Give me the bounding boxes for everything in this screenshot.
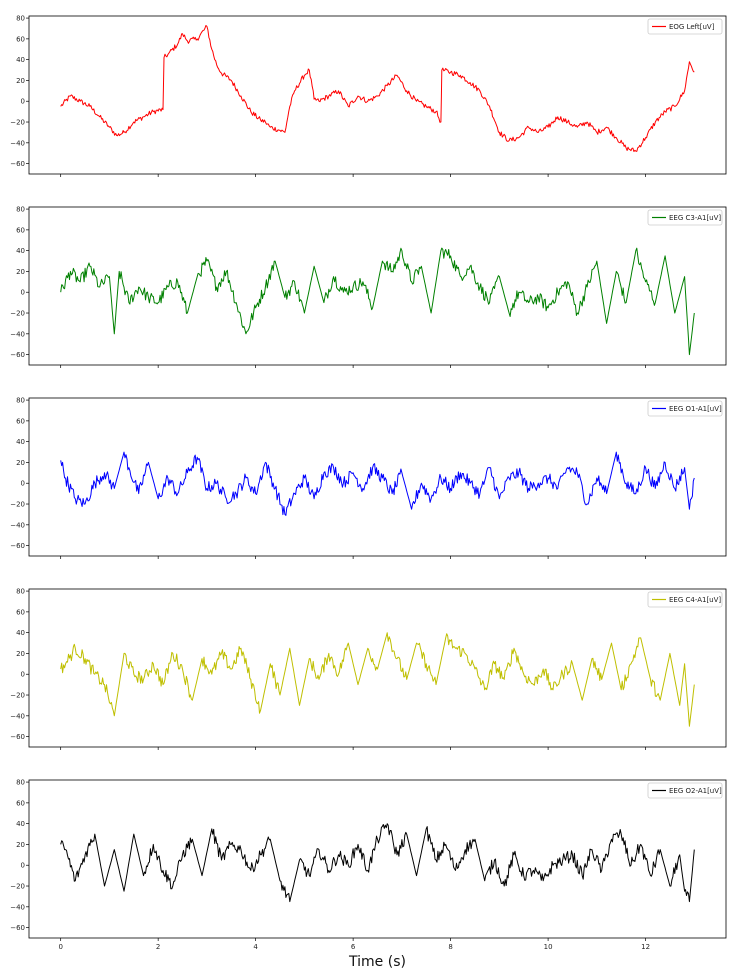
series-line — [60, 247, 695, 356]
panel-2: −60 −40 −20 0 20 40 60 80 EEG C3-A1[uV] — [10, 206, 727, 368]
legend-box — [647, 18, 723, 35]
series-line — [60, 451, 695, 516]
y-tick-label: 40 — [16, 438, 25, 446]
panel-frame — [28, 397, 727, 557]
series-line — [60, 823, 695, 903]
legend-label: EEG O2-A1[uV] — [669, 787, 722, 795]
y-tick-label: −60 — [10, 351, 25, 359]
x-tick-label: 0 — [58, 943, 62, 951]
y-tick-label: 80 — [16, 397, 25, 405]
y-tick-label: 60 — [16, 226, 25, 234]
x-tick-label: 6 — [351, 943, 356, 951]
y-tick-label: 60 — [16, 35, 25, 43]
legend-box — [647, 209, 723, 226]
panel-4: −60 −40 −20 0 20 40 60 80 EEG C4-A1[uV] — [10, 588, 727, 750]
legend-label: EEG C4-A1[uV] — [669, 596, 721, 604]
y-tick-label: 60 — [16, 799, 25, 807]
panel-frame — [28, 779, 727, 939]
y-tick-label: −40 — [10, 330, 25, 338]
panel-1: −60 −40 −20 0 20 40 60 80 EOG Left[uV] — [10, 15, 727, 177]
x-tick-label: 12 — [641, 943, 650, 951]
x-tick-label: 4 — [253, 943, 258, 951]
series-line — [60, 25, 695, 152]
legend-box — [647, 400, 723, 417]
y-tick-label: −40 — [10, 903, 25, 911]
y-tick-label: −60 — [10, 542, 25, 550]
y-tick-label: 80 — [16, 15, 25, 23]
legend-box — [647, 782, 723, 799]
y-tick-label: 60 — [16, 417, 25, 425]
y-tick-label: −20 — [10, 119, 25, 127]
x-axis-label: Time (s) — [348, 954, 406, 969]
panel-3: −60 −40 −20 0 20 40 60 80 EEG O1-A1[uV] — [10, 397, 727, 559]
y-tick-label: 80 — [16, 588, 25, 596]
y-tick-label: 20 — [16, 459, 25, 467]
y-tick-label: −20 — [10, 883, 25, 891]
y-tick-label: −20 — [10, 310, 25, 318]
y-tick-label: 80 — [16, 206, 25, 214]
y-tick-label: −40 — [10, 139, 25, 147]
series-line — [60, 632, 695, 727]
y-tick-label: 0 — [21, 289, 25, 297]
panel-frame — [28, 15, 727, 175]
y-tick-label: −40 — [10, 521, 25, 529]
y-tick-label: −40 — [10, 712, 25, 720]
y-tick-label: −60 — [10, 733, 25, 741]
y-tick-label: −20 — [10, 501, 25, 509]
y-tick-label: −60 — [10, 160, 25, 168]
panel-5: −60 −40 −20 0 20 40 60 80 EEG O2-A1[uV] — [10, 779, 727, 941]
y-tick-label: 20 — [16, 650, 25, 658]
y-tick-label: 40 — [16, 820, 25, 828]
y-tick-label: 0 — [21, 671, 25, 679]
x-tick-label: 8 — [448, 943, 452, 951]
legend-label: EOG Left[uV] — [669, 23, 715, 31]
y-tick-label: 20 — [16, 841, 25, 849]
y-tick-label: 40 — [16, 629, 25, 637]
legend-label: EEG O1-A1[uV] — [669, 405, 722, 413]
y-tick-label: 20 — [16, 77, 25, 85]
y-tick-label: 0 — [21, 98, 25, 106]
y-tick-label: 40 — [16, 247, 25, 255]
y-tick-label: 0 — [21, 862, 25, 870]
x-tick-label: 2 — [156, 943, 160, 951]
y-tick-label: 40 — [16, 56, 25, 64]
y-tick-label: 20 — [16, 268, 25, 276]
y-tick-label: −20 — [10, 692, 25, 700]
x-tick-label: 10 — [544, 943, 553, 951]
legend-label: EEG C3-A1[uV] — [669, 214, 721, 222]
y-tick-label: 0 — [21, 480, 25, 488]
y-tick-label: 60 — [16, 608, 25, 616]
legend-box — [647, 591, 723, 608]
y-tick-label: 80 — [16, 779, 25, 787]
y-tick-label: −60 — [10, 924, 25, 932]
